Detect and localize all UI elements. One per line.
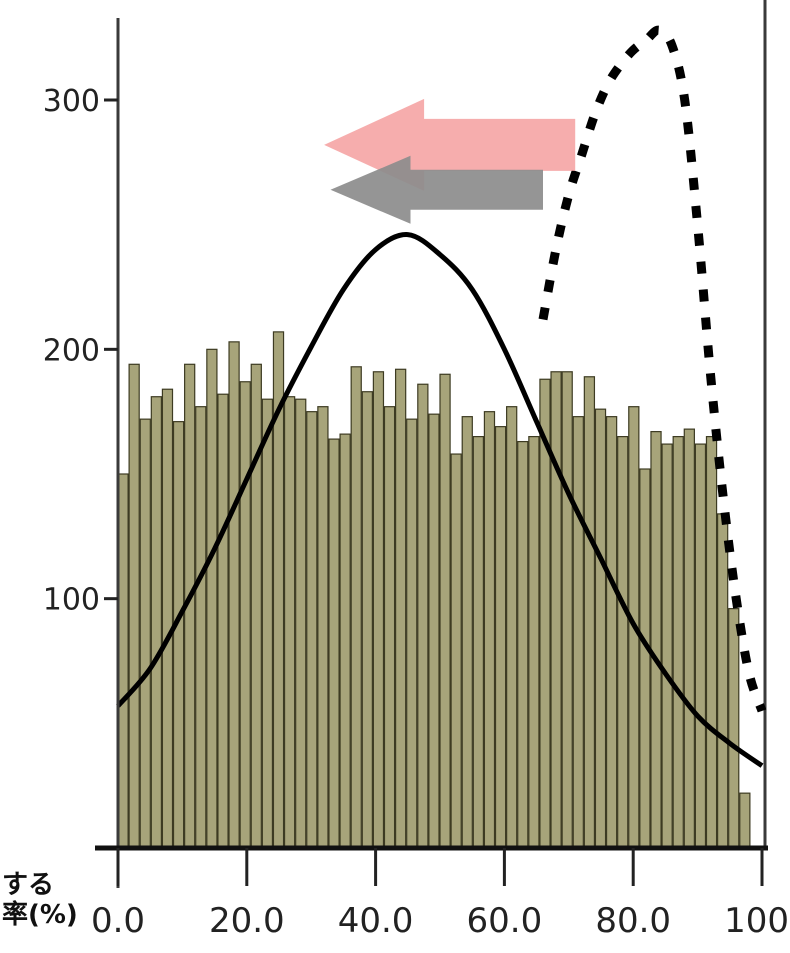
histogram-bar: [550, 371, 562, 849]
histogram-bar: [472, 436, 485, 849]
arrows: [324, 98, 576, 224]
histogram-bar: [561, 371, 573, 849]
x-tick-label: 20.0: [209, 901, 285, 941]
histogram-bar: [406, 418, 418, 849]
histogram-bar: [683, 428, 695, 849]
histogram-bar: [206, 348, 218, 849]
histogram-bars: [117, 331, 751, 849]
axis-label-fragment: する 率(%): [2, 870, 78, 930]
histogram-bar: [506, 406, 518, 849]
histogram-bar: [150, 396, 163, 849]
y-tick-label: 300: [43, 84, 100, 119]
y-tick-label: 100: [43, 583, 100, 618]
histogram-bar: [250, 363, 262, 849]
histogram-bar: [617, 436, 629, 849]
histogram-bar: [739, 792, 751, 849]
curves: [116, 25, 767, 768]
histogram-bar: [172, 421, 185, 849]
x-tick-label: 60.0: [467, 901, 543, 941]
histogram-bar: [517, 440, 529, 849]
histogram-bar: [328, 438, 340, 849]
histogram-bar: [261, 398, 274, 849]
x-tick-label: 100.: [724, 901, 790, 941]
histogram-bar: [128, 363, 140, 849]
histogram-bar: [295, 398, 307, 849]
histogram-bar: [716, 513, 729, 849]
histogram-bar: [694, 443, 707, 849]
solid-curve: [116, 232, 764, 768]
histogram-bar: [583, 376, 596, 849]
histogram-bar: [306, 411, 318, 849]
histogram-bar: [283, 396, 296, 849]
x-tick-label: 40.0: [338, 901, 414, 941]
histogram-bar: [161, 388, 174, 849]
histogram-bar: [361, 391, 373, 849]
axis-label-line-1: する: [2, 870, 54, 900]
histogram-bar: [661, 443, 673, 849]
histogram-bar: [339, 433, 351, 849]
histogram-bar: [439, 373, 451, 849]
histogram-bar: [494, 426, 507, 849]
x-tick-label: 0.0: [91, 901, 145, 941]
axis-label-line-2: 率(%): [2, 899, 78, 930]
histogram-bar: [528, 436, 540, 849]
histogram-bar: [428, 413, 440, 849]
histogram-bar: [461, 416, 473, 849]
histogram-bar: [228, 341, 240, 849]
gray-arrow: [330, 155, 543, 224]
histogram-bar: [317, 406, 329, 849]
histogram-bar: [672, 436, 684, 849]
histogram-bar: [605, 416, 618, 849]
y-tick-label: 200: [43, 333, 100, 368]
histogram-bar: [394, 368, 407, 849]
histogram-bar: [417, 383, 429, 849]
histogram-bar: [383, 406, 396, 849]
histogram-bar: [139, 418, 151, 849]
dotted-curve: [538, 25, 767, 713]
histogram-bar: [372, 371, 385, 849]
histogram-bar: [572, 416, 584, 849]
histogram-bar: [239, 381, 251, 849]
histogram-bar: [705, 436, 718, 849]
histogram-bar: [483, 411, 496, 849]
histogram-bar: [350, 366, 362, 849]
x-tick-label: 80.0: [595, 901, 671, 941]
axes: [95, 18, 768, 888]
histogram-bar: [450, 453, 462, 849]
histogram-bar: [195, 406, 207, 849]
histogram-bar: [594, 408, 607, 849]
histogram-bar: [650, 431, 662, 849]
histogram-bar: [217, 393, 229, 849]
tick-labels: 0.0 20.0 40.0 60.0 80.0 100. 100 200 300: [43, 84, 790, 941]
histogram-bar: [639, 468, 651, 849]
histogram-bar: [728, 608, 740, 849]
histogram-bar: [117, 473, 129, 849]
